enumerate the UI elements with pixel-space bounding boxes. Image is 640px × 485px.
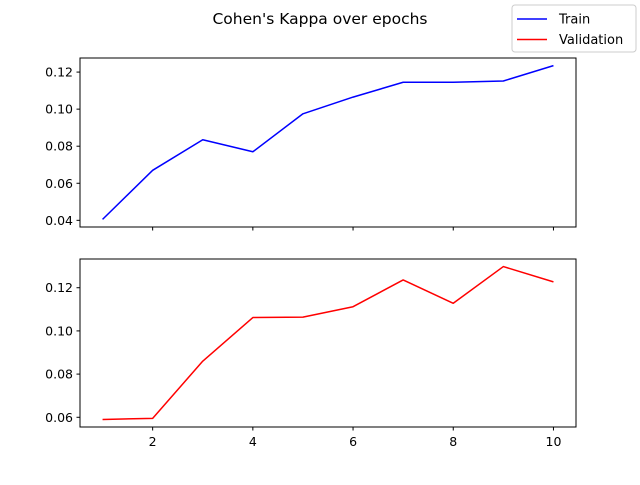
y-tick-label: 0.08 [45, 139, 73, 154]
y-tick-label: 0.08 [45, 367, 73, 382]
y-tick-label: 0.06 [45, 176, 73, 191]
chart-title: Cohen's Kappa over epochs [212, 10, 427, 28]
y-tick-label: 0.12 [45, 65, 73, 80]
x-tick-label: 2 [149, 434, 157, 449]
y-tick-label: 0.04 [45, 213, 73, 228]
legend-label-train: Train [558, 13, 590, 28]
subplot-2: 0.06 0.08 0.10 0.12 2 4 6 8 10 [45, 258, 577, 449]
legend-label-validation: Validation [559, 33, 623, 48]
subplots-group: 0.04 0.06 0.08 0.10 0.12 0.06 0.08 0.10 0.12 2 4 6 8… [45, 57, 577, 449]
axes-frame-1 [79, 57, 577, 228]
y-tick-label: 0.10 [45, 323, 73, 338]
axes-frame-2 [79, 258, 577, 428]
series-line-train [102, 64, 554, 220]
series-line-validation [102, 265, 554, 421]
x-tick-label: 4 [249, 434, 257, 449]
y-tick-label: 0.06 [45, 410, 73, 425]
y-tick-label: 0.12 [45, 280, 73, 295]
legend: Train Validation [511, 4, 637, 53]
x-tick-label: 6 [349, 434, 357, 449]
x-tick-label: 10 [546, 434, 562, 449]
subplot-1: 0.04 0.06 0.08 0.10 0.12 [45, 57, 577, 231]
y-tick-label: 0.10 [45, 102, 73, 117]
x-tick-label: 8 [449, 434, 457, 449]
